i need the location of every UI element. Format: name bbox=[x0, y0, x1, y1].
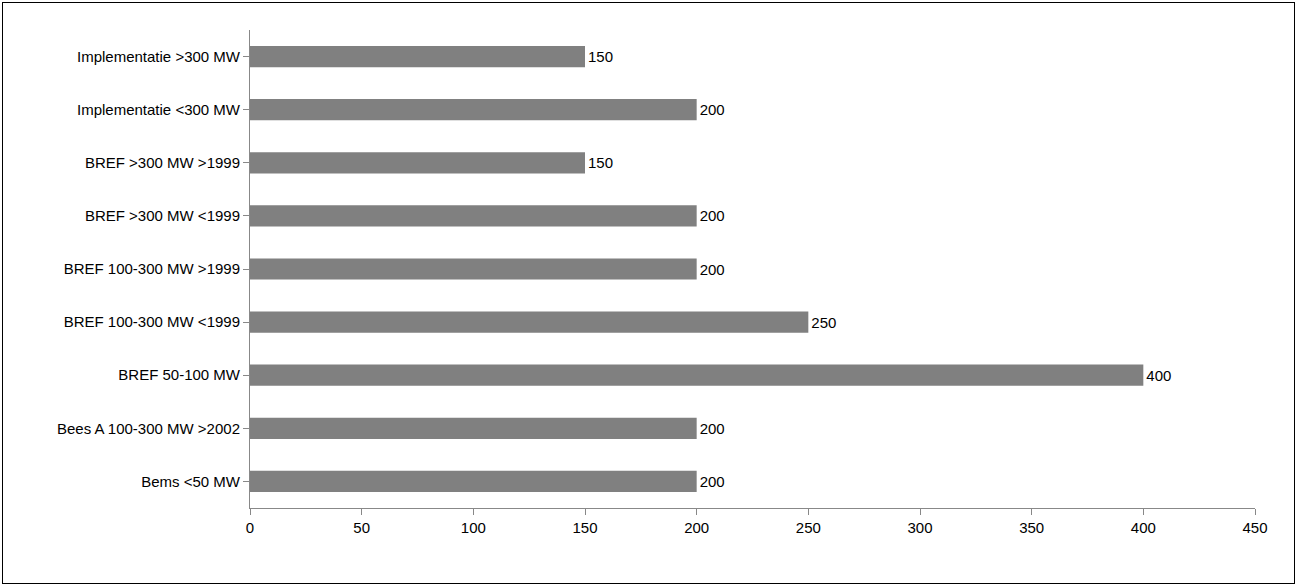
svg-text:200: 200 bbox=[700, 207, 725, 224]
svg-text:BREF 50-100 MW: BREF 50-100 MW bbox=[118, 366, 241, 383]
svg-text:250: 250 bbox=[811, 314, 836, 331]
svg-text:BREF 100-300 MW >1999: BREF 100-300 MW >1999 bbox=[64, 260, 240, 277]
svg-text:450: 450 bbox=[1242, 519, 1267, 536]
svg-text:50: 50 bbox=[353, 519, 370, 536]
svg-text:150: 150 bbox=[588, 48, 613, 65]
svg-text:200: 200 bbox=[700, 261, 725, 278]
svg-text:200: 200 bbox=[684, 519, 709, 536]
svg-text:BREF >300 MW >1999: BREF >300 MW >1999 bbox=[85, 154, 240, 171]
svg-text:350: 350 bbox=[1019, 519, 1044, 536]
svg-text:400: 400 bbox=[1131, 519, 1156, 536]
svg-text:150: 150 bbox=[572, 519, 597, 536]
svg-text:200: 200 bbox=[700, 473, 725, 490]
svg-text:Bees A 100-300 MW >2002: Bees A 100-300 MW >2002 bbox=[57, 420, 240, 437]
svg-text:300: 300 bbox=[907, 519, 932, 536]
svg-text:400: 400 bbox=[1146, 367, 1171, 384]
svg-text:BREF >300 MW <1999: BREF >300 MW <1999 bbox=[85, 207, 240, 224]
svg-text:250: 250 bbox=[796, 519, 821, 536]
svg-text:Bems <50 MW: Bems <50 MW bbox=[141, 473, 241, 490]
svg-text:150: 150 bbox=[588, 154, 613, 171]
svg-text:BREF 100-300 MW <1999: BREF 100-300 MW <1999 bbox=[64, 313, 240, 330]
svg-text:0: 0 bbox=[246, 519, 254, 536]
svg-text:200: 200 bbox=[700, 420, 725, 437]
svg-text:100: 100 bbox=[461, 519, 486, 536]
svg-text:Implementatie >300 MW: Implementatie >300 MW bbox=[77, 48, 241, 65]
svg-text:200: 200 bbox=[700, 101, 725, 118]
svg-text:Implementatie <300 MW: Implementatie <300 MW bbox=[77, 101, 241, 118]
